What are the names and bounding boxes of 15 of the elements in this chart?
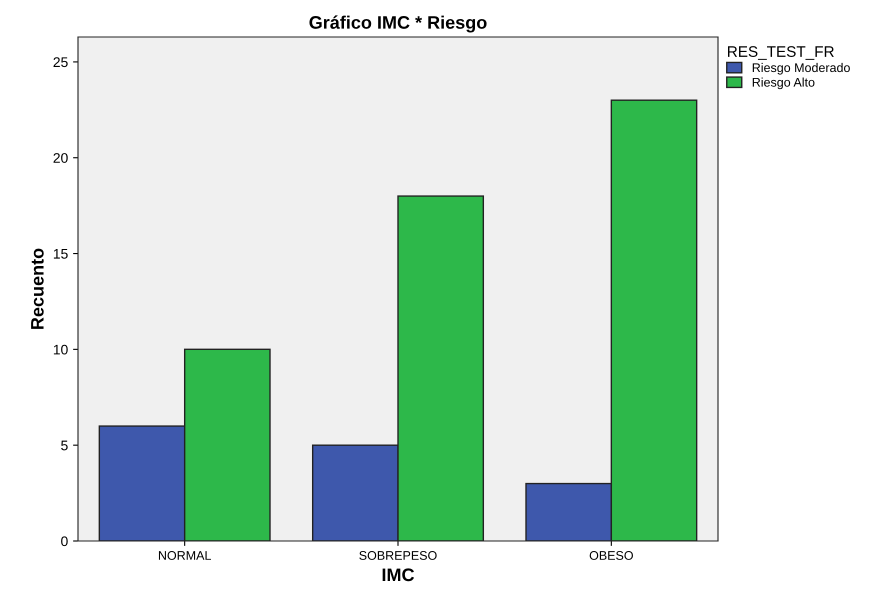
chart-title: Gráfico IMC * Riesgo: [309, 15, 487, 32]
x-tick-label: SOBREPESO: [359, 551, 437, 560]
legend-label: Riesgo Alto: [752, 78, 814, 90]
x-tick-label: OBESO: [590, 551, 633, 560]
y-tick-label: 10: [54, 344, 68, 355]
legend-label: Riesgo Moderado: [752, 62, 850, 75]
y-tick-label: 0: [61, 536, 68, 546]
x-axis-title: IMC: [382, 568, 414, 582]
y-tick-label: 5: [61, 440, 68, 450]
y-tick-label: 25: [54, 57, 68, 68]
y-axis-title: Recuento: [31, 248, 44, 329]
legend-title: RES_TEST_FR: [728, 46, 834, 60]
y-tick-label: 20: [54, 153, 68, 163]
x-tick-label: NORMAL: [158, 551, 211, 560]
y-tick-label: 15: [54, 249, 68, 259]
